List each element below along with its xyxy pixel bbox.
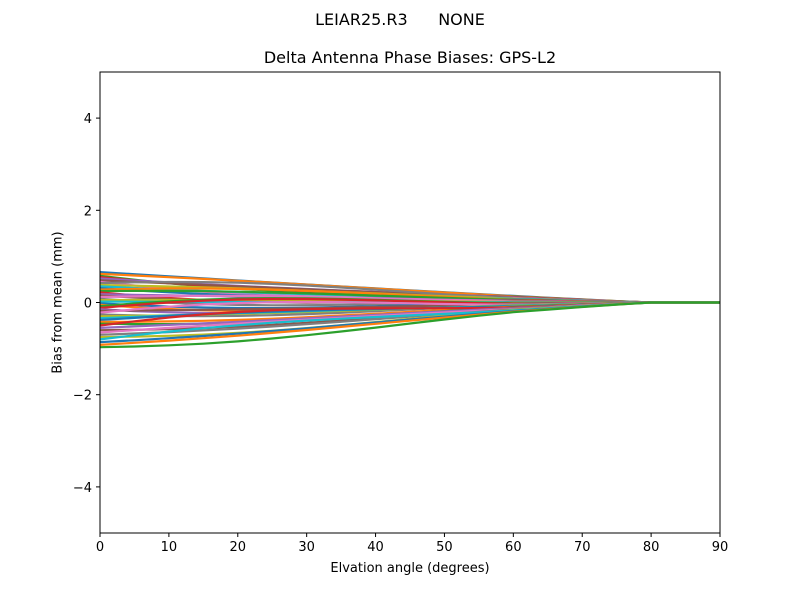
series-line: [99, 301, 720, 349]
y-tick-label: −2: [73, 389, 92, 404]
x-tick-label: 50: [436, 540, 453, 555]
x-tick-label: 0: [96, 540, 104, 555]
y-axis-label: Bias from mean (mm): [50, 231, 66, 374]
y-tick-label: −4: [73, 481, 92, 496]
x-tick-label: 60: [505, 540, 522, 555]
x-tick-label: 30: [298, 540, 315, 555]
chart-title: Delta Antenna Phase Biases: GPS-L2: [263, 48, 557, 67]
x-tick-label: 40: [367, 540, 384, 555]
x-tick-label: 90: [712, 540, 729, 555]
y-tick-label: 2: [84, 204, 92, 219]
x-axis-label: Elvation angle (degrees): [330, 561, 490, 576]
x-tick-label: 20: [230, 540, 247, 555]
chart-suptitle: LEIAR25.R3 NONE: [315, 10, 485, 29]
y-tick-label: 0: [84, 297, 92, 312]
x-tick-label: 10: [161, 540, 178, 555]
y-tick-label: 4: [84, 112, 92, 127]
x-tick-label: 80: [643, 540, 660, 555]
x-tick-label: 70: [574, 540, 591, 555]
series-lines: [99, 271, 720, 349]
